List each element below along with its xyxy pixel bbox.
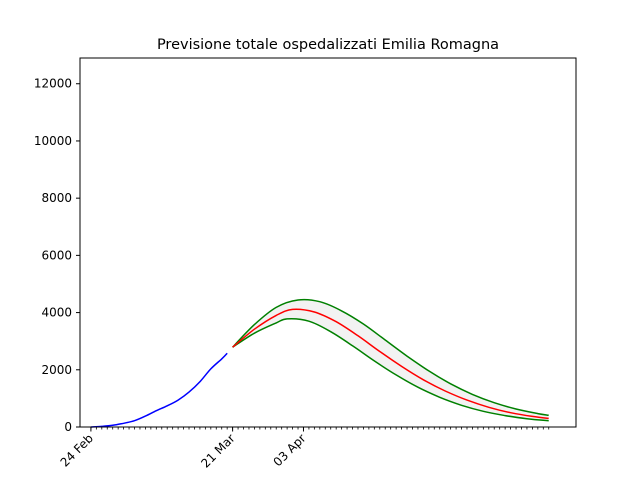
y-tick-label: 10000 — [34, 134, 72, 148]
series-line-forecast-upper — [232, 298, 549, 417]
y-tick-label: 6000 — [41, 248, 72, 262]
y-tick-label: 8000 — [41, 191, 72, 205]
plot-area — [90, 298, 549, 428]
series-line-forecast-lower — [232, 318, 549, 422]
series-line-observed — [90, 352, 228, 428]
forecast-band — [232, 300, 549, 421]
chart-title: Previsione totale ospedalizzati Emilia R… — [157, 37, 499, 53]
x-tick-label: 21 Mar — [198, 431, 237, 470]
y-tick-label: 2000 — [41, 363, 72, 377]
axes-frame — [79, 57, 577, 428]
x-tick-label: 24 Feb — [58, 431, 96, 469]
y-tick-label: 12000 — [34, 77, 72, 91]
y-tick-label: 0 — [64, 420, 72, 434]
y-tick-label: 4000 — [41, 306, 72, 320]
x-tick-label: 03 Apr — [271, 431, 309, 469]
series-line-forecast-central — [232, 308, 549, 420]
